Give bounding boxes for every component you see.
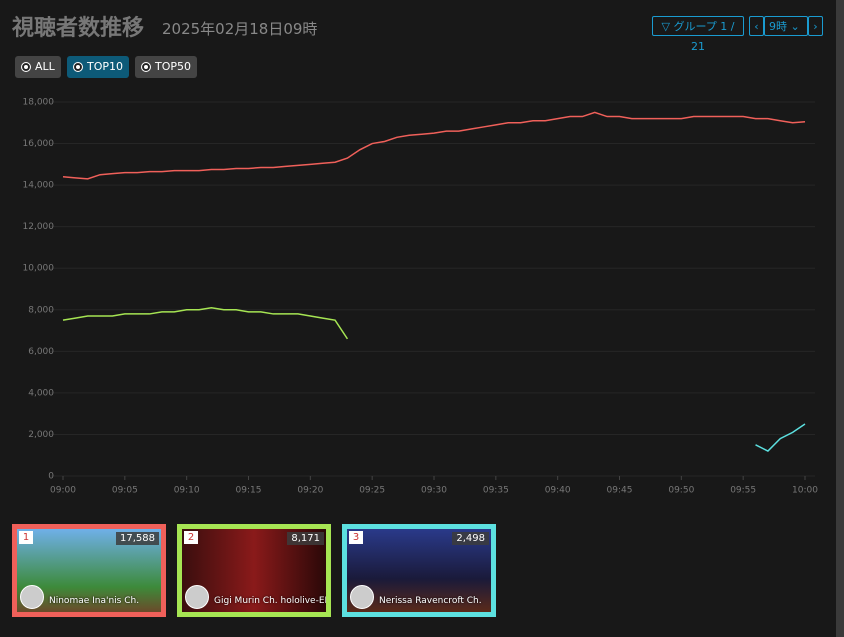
series-line <box>62 306 349 340</box>
group-label: グループ 1 / 21 <box>673 20 735 53</box>
chart: 0 2,000 4,000 6,000 8,000 10,000 12,000 14,000 1… <box>23 98 819 496</box>
rank: 3 <box>349 531 363 544</box>
x-tick-label: 09:45 <box>607 486 633 496</box>
hour-label: 9時 <box>769 20 787 33</box>
filter-radio[interactable]: TOP10 <box>67 56 130 78</box>
channel-card[interactable]: 3 2,498 Nerissa Ravencroft Ch. <box>342 524 496 617</box>
y-tick-label: 0 <box>48 472 54 482</box>
avatar <box>20 585 44 609</box>
scrollbar <box>836 0 844 637</box>
x-tick-label: 09:50 <box>668 486 694 496</box>
x-tick-label: 09:35 <box>483 486 509 496</box>
x-tick-label: 09:30 <box>421 486 447 496</box>
viewer-count: 17,588 <box>116 532 159 545</box>
x-tick-label: 09:40 <box>545 486 571 496</box>
y-tick-label: 6,000 <box>28 347 54 357</box>
channel-card[interactable]: 2 8,171 Gigi Murin Ch. hololive-EN <box>177 524 331 617</box>
filter-radio[interactable]: TOP50 <box>135 56 198 78</box>
y-tick-label: 10,000 <box>23 264 55 274</box>
avatar <box>350 585 374 609</box>
prev-button[interactable]: ‹ <box>749 16 764 36</box>
rank: 1 <box>19 531 33 544</box>
filter-radio[interactable]: ALL <box>15 56 61 78</box>
group-button[interactable]: ▽ グループ 1 / 21 <box>652 16 744 53</box>
x-tick-label: 10:00 <box>792 486 818 496</box>
next-button[interactable]: › <box>808 16 823 36</box>
y-tick-label: 2,000 <box>28 430 54 440</box>
hour-select[interactable]: 9時 ⌄ <box>764 16 808 36</box>
x-tick-label: 09:25 <box>359 486 385 496</box>
x-tick-label: 09:10 <box>174 486 200 496</box>
avatar <box>185 585 209 609</box>
y-tick-label: 14,000 <box>23 181 55 191</box>
x-tick-label: 09:55 <box>730 486 756 496</box>
viewer-count: 2,498 <box>452 532 489 545</box>
y-tick-label: 4,000 <box>28 388 54 398</box>
y-tick-label: 18,000 <box>23 98 55 108</box>
x-tick-label: 09:05 <box>112 486 138 496</box>
channel-name: Ninomae Ina'nis Ch. <box>49 596 140 606</box>
x-tick-label: 09:15 <box>236 486 262 496</box>
viewer-count: 8,171 <box>287 532 324 545</box>
channel-card[interactable]: 1 17,588 Ninomae Ina'nis Ch. <box>12 524 166 617</box>
title: 視聴者数推移 <box>12 16 145 41</box>
subtitle: 2025年02月18日09時 <box>162 20 318 38</box>
rank: 2 <box>184 531 198 544</box>
x-tick-label: 09:20 <box>297 486 323 496</box>
channel-name: Nerissa Ravencroft Ch. <box>379 596 482 606</box>
y-tick-label: 16,000 <box>23 139 55 149</box>
x-tick-label: 09:00 <box>50 486 76 496</box>
y-tick-label: 12,000 <box>23 222 55 232</box>
channel-name: Gigi Murin Ch. hololive-EN <box>214 596 331 606</box>
series-line <box>755 423 806 452</box>
series-line <box>62 111 806 180</box>
y-tick-label: 8,000 <box>28 305 54 315</box>
